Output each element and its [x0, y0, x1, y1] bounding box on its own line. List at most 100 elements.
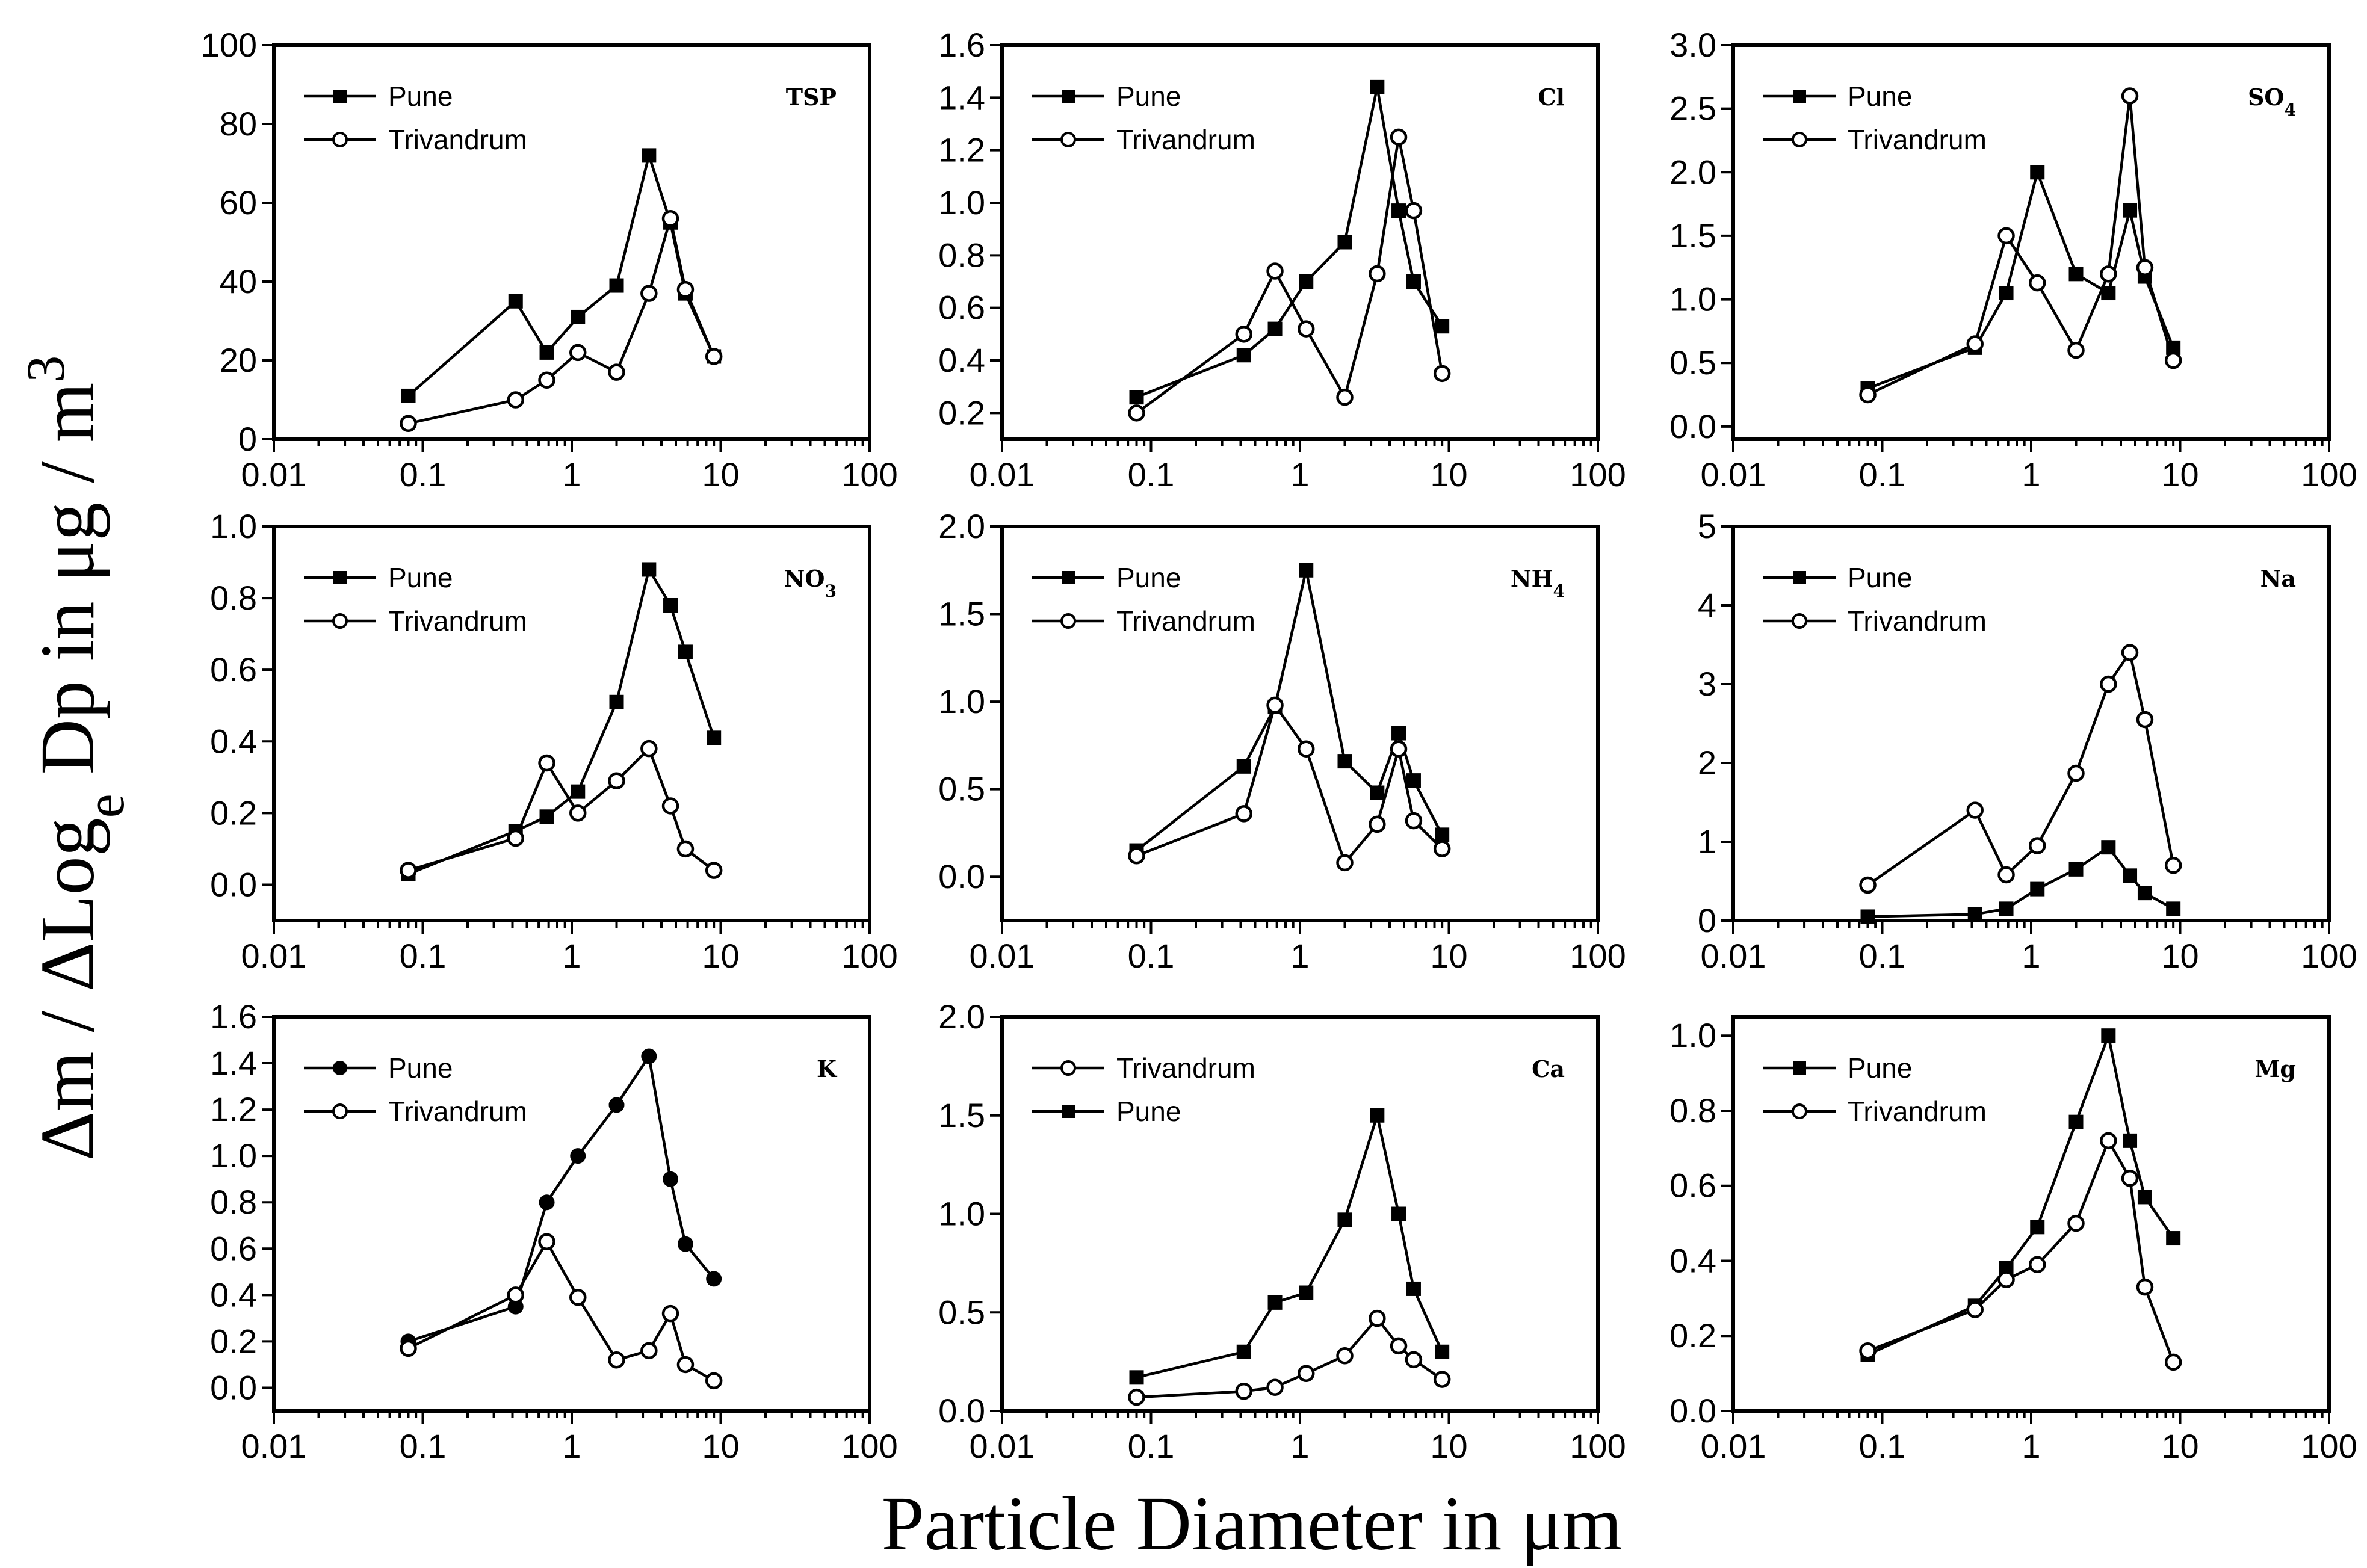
data-point-pune [1370, 785, 1385, 800]
y-tick-label: 0.4 [210, 1276, 257, 1313]
data-point-trivandrum [569, 344, 587, 362]
data-point-pune [2030, 1220, 2045, 1235]
panel-label-text: NH [1511, 565, 1553, 592]
legend-entry-trivandrum: Trivandrum [304, 605, 527, 637]
legend-label: Pune [1116, 562, 1181, 593]
legend-label: Trivandrum [1116, 605, 1255, 637]
data-point-pune [2068, 862, 2084, 877]
series-line-trivandrum [1136, 1316, 1443, 1399]
data-point-trivandrum [1266, 1378, 1284, 1396]
series-pune [1129, 79, 1450, 405]
data-point-pune [1299, 563, 1314, 578]
legend-entry-trivandrum: Trivandrum [1763, 124, 1987, 155]
legend-label: Pune [1848, 1052, 1912, 1084]
series-trivandrum [1128, 1309, 1451, 1406]
data-point-trivandrum [2136, 259, 2154, 277]
data-point-pune [1999, 901, 2014, 916]
chart-panel-na: 0.01 0.1 1 10 100 0 1 2 3 4 5 Pune Trivandrum Na [1698, 507, 2357, 975]
panel-label: Ca [1532, 1055, 1565, 1082]
series-trivandrum [400, 209, 723, 433]
plot-frame [1000, 525, 1600, 922]
legend-entry-pune: Pune [304, 562, 453, 593]
data-point-trivandrum [1128, 404, 1145, 422]
y-tick-label: 2.0 [938, 998, 985, 1036]
data-point-pune [1391, 726, 1406, 741]
data-point-pune [707, 730, 722, 745]
data-point-pune [539, 1194, 555, 1211]
data-point-trivandrum [2100, 1132, 2117, 1150]
data-point-pune [1337, 1212, 1352, 1227]
data-point-trivandrum [2164, 351, 2182, 369]
data-point-pune [1337, 235, 1352, 250]
y-tick-label: 0.0 [1669, 407, 1716, 445]
chart-panel-no3: 0.01 0.1 1 10 100 0.0 0.2 0.4 0.6 0.8 1.0 Pune Triva… [210, 507, 898, 975]
y-tick-label: 1.5 [1669, 217, 1716, 255]
legend-label: Pune [388, 562, 453, 593]
data-point-pune [507, 1298, 524, 1315]
series-line-trivandrum [1136, 137, 1444, 415]
legend-marker [333, 90, 347, 103]
x-tick-label: 0.01 [1701, 455, 1766, 493]
x-tick-label: 100 [2301, 455, 2357, 493]
y-tick-label: 1.4 [938, 78, 985, 116]
y-tick-label: 1.0 [938, 184, 985, 221]
data-point-trivandrum [1336, 388, 1354, 406]
series-trivandrum [1859, 87, 2182, 404]
chart-panel-tsp: 0.01 0.1 1 10 100 0 20 40 60 80 100 Pune Trivandrum T… [201, 26, 898, 493]
legend-entry-trivandrum: Trivandrum [1763, 605, 1987, 637]
y-tick-label: 3.0 [1669, 26, 1716, 64]
data-point-pune [1967, 907, 1982, 922]
data-point-pune [1391, 1206, 1406, 1221]
x-axis-title: Particle Diameter in μm [882, 1481, 1623, 1566]
data-point-pune [1406, 773, 1421, 788]
data-point-trivandrum [1997, 1271, 2015, 1288]
data-point-pune [2137, 886, 2152, 901]
legend-entry-pune: Pune [1763, 1052, 1912, 1084]
legend-label: Pune [1116, 81, 1181, 112]
chart-panel-so4: 0.01 0.1 1 10 100 0.0 0.5 1.0 1.5 2.0 2.5 3.0 Pune Tr… [1669, 26, 2357, 493]
series-pune [401, 562, 722, 881]
data-point-trivandrum [705, 1372, 723, 1390]
data-point-pune [539, 345, 554, 360]
data-point-trivandrum [1369, 815, 1386, 833]
data-point-trivandrum [705, 348, 723, 365]
y-tick-label: 2.0 [1669, 153, 1716, 191]
data-point-pune [1236, 1344, 1251, 1359]
plot-frame [1731, 1015, 2331, 1413]
data-point-trivandrum [2136, 711, 2154, 729]
x-tick-label: 0.01 [970, 455, 1035, 493]
panel-label-text: Ca [1532, 1055, 1565, 1082]
legend-label: Pune [1116, 1096, 1181, 1127]
data-point-trivandrum [1433, 1371, 1451, 1388]
chart-panel-ca: 0.01 0.1 1 10 100 0.0 0.5 1.0 1.5 2.0 Trivandrum Pu… [938, 998, 1626, 1465]
data-point-trivandrum [1405, 202, 1423, 220]
plot-frame [1000, 43, 1600, 441]
y-axis-title-part: Δm / ΔLog [25, 818, 110, 1161]
series-line-trivandrum [408, 218, 716, 425]
legend-entry-trivandrum: Trivandrum [1032, 605, 1255, 637]
panel-label-subscript: 4 [1553, 581, 1565, 601]
y-tick-label: 0.5 [1669, 344, 1716, 381]
y-tick-label: 0.4 [1669, 1241, 1716, 1279]
y-tick-label: 0.6 [210, 1229, 257, 1267]
data-point-pune [1860, 909, 1875, 924]
data-point-trivandrum [661, 797, 679, 815]
x-tick-label: 0.01 [1701, 1427, 1766, 1465]
panel-label-text: K [817, 1055, 838, 1082]
series-pune [1129, 1108, 1450, 1385]
data-point-trivandrum [1405, 812, 1423, 830]
legend-entry-trivandrum: Trivandrum [304, 124, 527, 155]
y-tick-label: 100 [201, 26, 257, 64]
data-point-pune [1267, 321, 1283, 336]
legend-entry-pune: Pune [1763, 81, 1912, 112]
series-line-trivandrum [1867, 649, 2175, 886]
data-point-trivandrum [1369, 265, 1386, 283]
y-tick-label: 1.0 [938, 1195, 985, 1233]
chart-panels: 0.01 0.1 1 10 100020406080100PuneTrivandrumT… [201, 26, 2357, 1465]
legend-marker [1792, 132, 1807, 147]
data-point-trivandrum [2121, 87, 2139, 105]
legend-marker [1792, 613, 1807, 629]
chart-panel-nh4: 0.01 0.1 1 10 100 0.0 0.5 1.0 1.5 2.0 Pune Trivandr… [938, 507, 1626, 975]
series-trivandrum [400, 1233, 723, 1390]
legend-label: Trivandrum [388, 124, 527, 155]
